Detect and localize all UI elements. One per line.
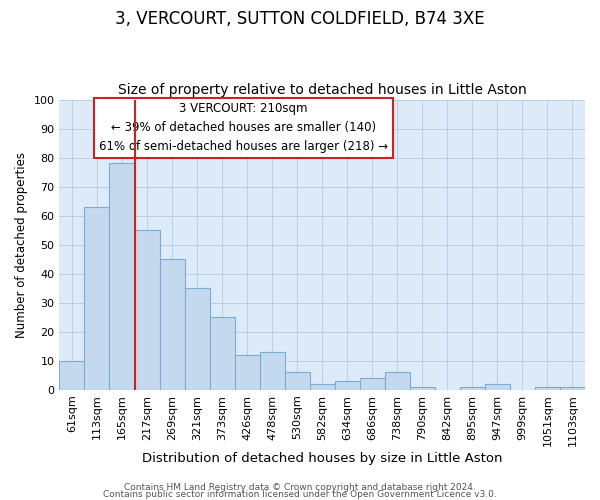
- Bar: [134, 230, 160, 390]
- Bar: [385, 372, 410, 390]
- Bar: [59, 361, 85, 390]
- Bar: [410, 387, 435, 390]
- Bar: [360, 378, 385, 390]
- Bar: [535, 387, 560, 390]
- Bar: [160, 259, 185, 390]
- Bar: [185, 288, 209, 390]
- Bar: [560, 387, 585, 390]
- Bar: [284, 372, 310, 390]
- Text: Contains public sector information licensed under the Open Government Licence v3: Contains public sector information licen…: [103, 490, 497, 499]
- Bar: [485, 384, 510, 390]
- Title: Size of property relative to detached houses in Little Aston: Size of property relative to detached ho…: [118, 83, 527, 97]
- Y-axis label: Number of detached properties: Number of detached properties: [15, 152, 28, 338]
- Bar: [235, 355, 260, 390]
- Bar: [209, 318, 235, 390]
- Text: 3 VERCOURT: 210sqm
← 39% of detached houses are smaller (140)
61% of semi-detach: 3 VERCOURT: 210sqm ← 39% of detached hou…: [99, 102, 388, 154]
- Bar: [85, 207, 109, 390]
- Bar: [109, 164, 134, 390]
- Text: 3, VERCOURT, SUTTON COLDFIELD, B74 3XE: 3, VERCOURT, SUTTON COLDFIELD, B74 3XE: [115, 10, 485, 28]
- Bar: [335, 381, 360, 390]
- Bar: [310, 384, 335, 390]
- Text: Contains HM Land Registry data © Crown copyright and database right 2024.: Contains HM Land Registry data © Crown c…: [124, 484, 476, 492]
- Bar: [460, 387, 485, 390]
- X-axis label: Distribution of detached houses by size in Little Aston: Distribution of detached houses by size …: [142, 452, 502, 465]
- Bar: [260, 352, 284, 390]
